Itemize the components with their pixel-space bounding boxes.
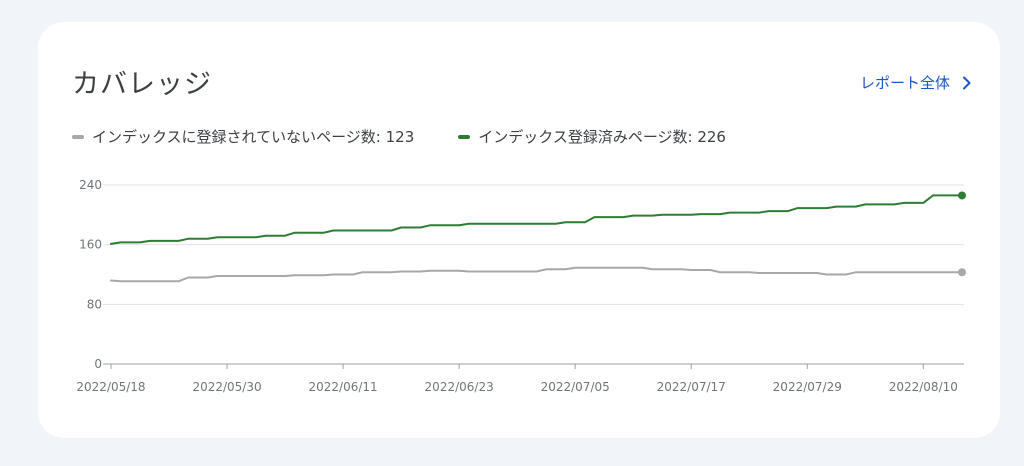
- x-tick-label: 2022/05/30: [192, 380, 261, 394]
- legend-swatch-indexed: [458, 134, 471, 139]
- series-line-indexed: [110, 194, 963, 245]
- x-tick-label: 2022/05/18: [76, 380, 145, 394]
- legend-label-indexed: インデックス登録済みページ数: 226: [478, 128, 726, 146]
- x-tick-label: 2022/06/11: [309, 380, 378, 394]
- legend-item-not-indexed[interactable]: インデックスに登録されていないページ数: 123: [72, 126, 414, 147]
- series-endpoint-indexed: [958, 191, 966, 200]
- x-tick-label: 2022/08/10: [889, 380, 958, 394]
- legend-label-not-indexed: インデックスに登録されていないページ数: 123: [92, 128, 415, 146]
- x-tick-label: 2022/07/05: [541, 380, 610, 394]
- coverage-line-chart: 0 80 160 240 2022/05/18 2022/05/30 2022/06/11 2…: [76, 178, 966, 394]
- y-tick-label: 160: [79, 238, 102, 252]
- chart-legend: インデックスに登録されていないページ数: 123 インデックス登録済みページ数:…: [72, 126, 770, 147]
- series-line-not-indexed: [110, 266, 963, 283]
- legend-swatch-not-indexed: [72, 134, 84, 139]
- series-endpoint-not-indexed: [958, 268, 966, 277]
- card-title: カバレッジ: [72, 69, 212, 100]
- chevron-right-icon: [963, 76, 971, 89]
- y-tick-label: 240: [79, 178, 102, 192]
- full-report-link-label: レポート全体: [859, 74, 950, 92]
- y-tick-label: 80: [87, 297, 102, 311]
- legend-item-indexed[interactable]: インデックス登録済みページ数: 226: [458, 126, 726, 147]
- y-tick-label: 0: [94, 357, 102, 371]
- full-report-link[interactable]: レポート全体: [860, 72, 972, 93]
- coverage-card: カバレッジ レポート全体 インデックスに登録されていないページ数: 123 イン…: [38, 22, 1000, 438]
- x-tick-label: 2022/06/23: [425, 380, 494, 394]
- x-tick-label: 2022/07/17: [657, 380, 726, 394]
- x-tick-label: 2022/07/29: [773, 380, 842, 394]
